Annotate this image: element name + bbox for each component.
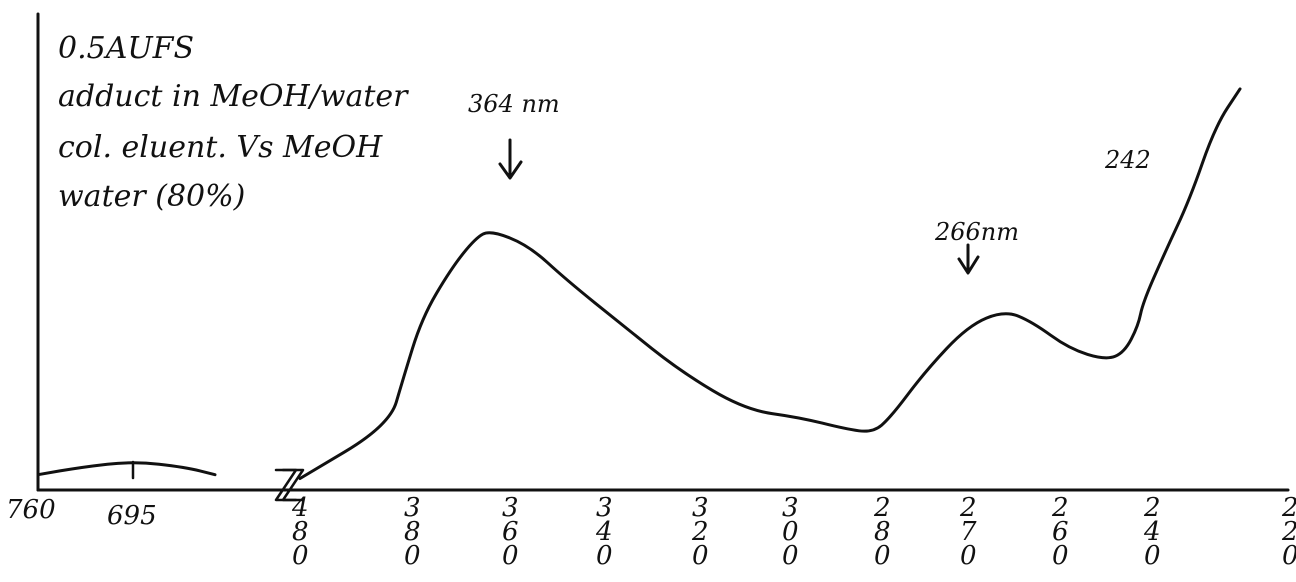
spectrum-curves: [36, 87, 1242, 480]
annotation-266nm: 266nm: [934, 218, 1019, 246]
arrow-266nm-icon: [957, 243, 980, 275]
x-tick-layer: 760 695 480 380 360 340 320 300 280 270 260 240 220: [6, 460, 1296, 571]
arrow-364nm-icon: [498, 138, 523, 180]
x-tick-label: 760: [6, 495, 56, 525]
note-line-4: water (80%): [58, 179, 245, 214]
x-tick-label: 220: [1281, 493, 1296, 571]
annotation-364nm: 364 nm: [468, 90, 560, 118]
axis-break-icon: [274, 468, 305, 502]
x-tick-760: 760: [6, 495, 56, 525]
spectrum-line-uv: [298, 87, 1242, 480]
annotation-242: 242: [1104, 146, 1151, 174]
note-line-3: col. eluent. Vs MeOH: [58, 130, 383, 165]
note-line-2: adduct in MeOH/water: [58, 79, 409, 114]
x-tick-695: 695: [107, 460, 157, 531]
note-line-1: 0.5AUFS: [58, 31, 194, 66]
x-tick-label: 695: [107, 501, 157, 531]
x-tick-220: 220: [1281, 493, 1296, 571]
spectrum-line-visible: [36, 461, 217, 477]
notes-block: 0.5AUFS adduct in MeOH/water col. eluent…: [58, 31, 409, 214]
